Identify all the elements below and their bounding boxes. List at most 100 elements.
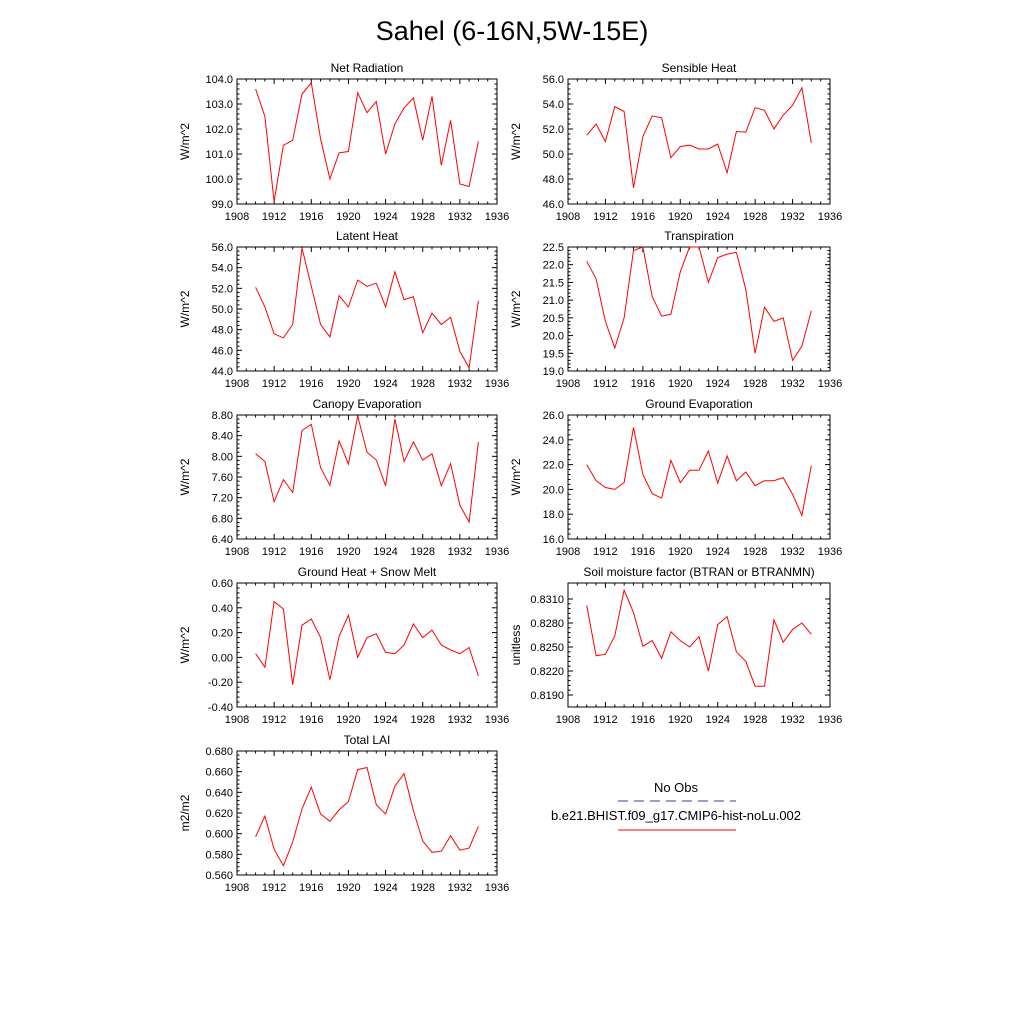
y-tick-label: 50.0 [212,304,233,316]
y-tick-label: 48.0 [212,325,233,337]
x-tick-label: 1936 [485,211,509,223]
x-tick-label: 1916 [631,211,655,223]
y-axis-label: W/m^2 [509,458,523,495]
x-tick-label: 1924 [705,546,729,558]
x-tick-label: 1932 [448,714,472,726]
x-tick-label: 1936 [485,378,509,390]
y-tick-label: 19.0 [543,366,564,378]
x-tick-label: 1932 [448,211,472,223]
x-tick-label: 1928 [743,714,767,726]
panel-title: Net Radiation [331,61,404,75]
y-tick-label: 0.560 [205,870,233,882]
y-tick-label: 0.40 [212,603,233,615]
y-tick-label: 50.0 [543,149,564,161]
x-tick-label: 1932 [448,378,472,390]
x-tick-label: 1908 [225,211,249,223]
x-tick-label: 1908 [225,714,249,726]
series-line [586,86,812,188]
x-tick-label: 1916 [631,714,655,726]
x-tick-label: 1928 [410,546,434,558]
x-tick-label: 1924 [705,714,729,726]
y-axis-label: W/m^2 [509,123,523,160]
y-tick-label: 22.5 [543,242,564,254]
y-tick-label: 101.0 [205,149,233,161]
y-axis-label: W/m^2 [178,626,192,663]
x-tick-label: 1920 [336,882,360,894]
x-tick-label: 1924 [373,714,397,726]
x-tick-label: 1908 [225,882,249,894]
y-tick-label: 0.60 [212,578,233,590]
y-tick-label: 99.0 [212,199,233,211]
panel-title: Transpiration [664,229,734,243]
x-tick-label: 1920 [668,546,692,558]
panel-title: Soil moisture factor (BTRAN or BTRANMN) [583,565,814,579]
x-tick-label: 1912 [262,378,286,390]
x-tick-label: 1916 [299,211,323,223]
x-tick-label: 1928 [410,378,434,390]
chart-panel-4: 1908 1912 1916 1920 1924 1928 1932 1936 19.0 19.5… [509,229,842,390]
y-tick-label: 0.8190 [530,690,564,702]
x-tick-label: 1920 [336,546,360,558]
y-tick-label: 21.0 [543,295,564,307]
y-tick-label: 20.5 [543,313,564,325]
x-tick-label: 1920 [336,714,360,726]
chart-panel-8: 1908 1912 1916 1920 1924 1928 1932 1936 0.8190 0.… [509,565,842,726]
y-tick-label: 8.40 [212,431,233,443]
y-axis-label: W/m^2 [178,458,192,495]
y-tick-label: 16.0 [543,534,564,546]
x-tick-label: 1920 [668,378,692,390]
x-tick-label: 1912 [593,378,617,390]
x-tick-label: 1936 [485,714,509,726]
x-tick-label: 1916 [299,378,323,390]
series-line [586,427,812,518]
series-line [255,766,479,867]
x-tick-label: 1908 [556,714,580,726]
y-axis-label: W/m^2 [178,123,192,160]
chart-panel-6: 1908 1912 1916 1920 1924 1928 1932 1936 16.0 18.0… [509,397,842,558]
chart-panel-7: 1908 1912 1916 1920 1924 1928 1932 1936 -0.40 -0.… [178,565,509,726]
x-tick-label: 1932 [780,546,804,558]
y-tick-label: 0.20 [212,628,233,640]
y-tick-label: 22.0 [543,260,564,272]
x-tick-label: 1924 [705,211,729,223]
y-tick-label: 104.0 [205,74,233,86]
x-tick-label: 1928 [410,211,434,223]
y-tick-label: 48.0 [543,174,564,186]
y-tick-label: 0.660 [205,767,233,779]
y-tick-label: 56.0 [543,74,564,86]
series-line [255,81,479,202]
y-tick-label: 0.640 [205,787,233,799]
y-tick-label: 0.620 [205,808,233,820]
x-tick-label: 1916 [299,882,323,894]
series-line [586,246,812,362]
x-tick-label: 1932 [780,378,804,390]
x-tick-label: 1920 [336,211,360,223]
y-tick-label: 54.0 [212,263,233,275]
x-tick-label: 1908 [556,378,580,390]
x-tick-label: 1924 [373,546,397,558]
x-tick-label: 1916 [299,546,323,558]
x-tick-label: 1928 [410,882,434,894]
y-tick-label: 0.8310 [530,594,564,606]
x-tick-label: 1932 [780,211,804,223]
y-tick-label: 22.0 [543,460,564,472]
x-tick-label: 1912 [593,546,617,558]
y-tick-label: 52.0 [212,283,233,295]
series-line [255,247,479,370]
x-tick-label: 1920 [668,211,692,223]
x-tick-label: 1912 [593,211,617,223]
y-axis-label: m2/m2 [178,794,192,831]
y-tick-label: 0.600 [205,829,233,841]
legend-model-label: b.e21.BHIST.f09_g17.CMIP6-hist-noLu.002 [551,808,801,823]
y-tick-label: 102.0 [205,124,233,136]
panel-title: Latent Heat [336,229,399,243]
y-tick-label: 0.8220 [530,666,564,678]
chart-panel-2: 1908 1912 1916 1920 1924 1928 1932 1936 46.0 48.0… [509,61,842,223]
x-tick-label: 1932 [448,882,472,894]
x-tick-label: 1936 [485,546,509,558]
panel-title: Canopy Evaporation [313,397,422,411]
panel-title: Total LAI [344,733,391,747]
chart-panel-5: 1908 1912 1916 1920 1924 1928 1932 1936 6.40 6.80… [178,397,509,558]
